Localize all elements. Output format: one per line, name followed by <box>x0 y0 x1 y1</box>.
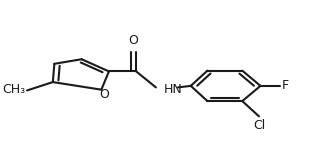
Text: F: F <box>282 79 289 92</box>
Text: Cl: Cl <box>253 119 265 132</box>
Text: O: O <box>129 34 138 47</box>
Text: HN: HN <box>164 83 182 96</box>
Text: CH₃: CH₃ <box>2 83 26 96</box>
Text: O: O <box>99 88 109 101</box>
